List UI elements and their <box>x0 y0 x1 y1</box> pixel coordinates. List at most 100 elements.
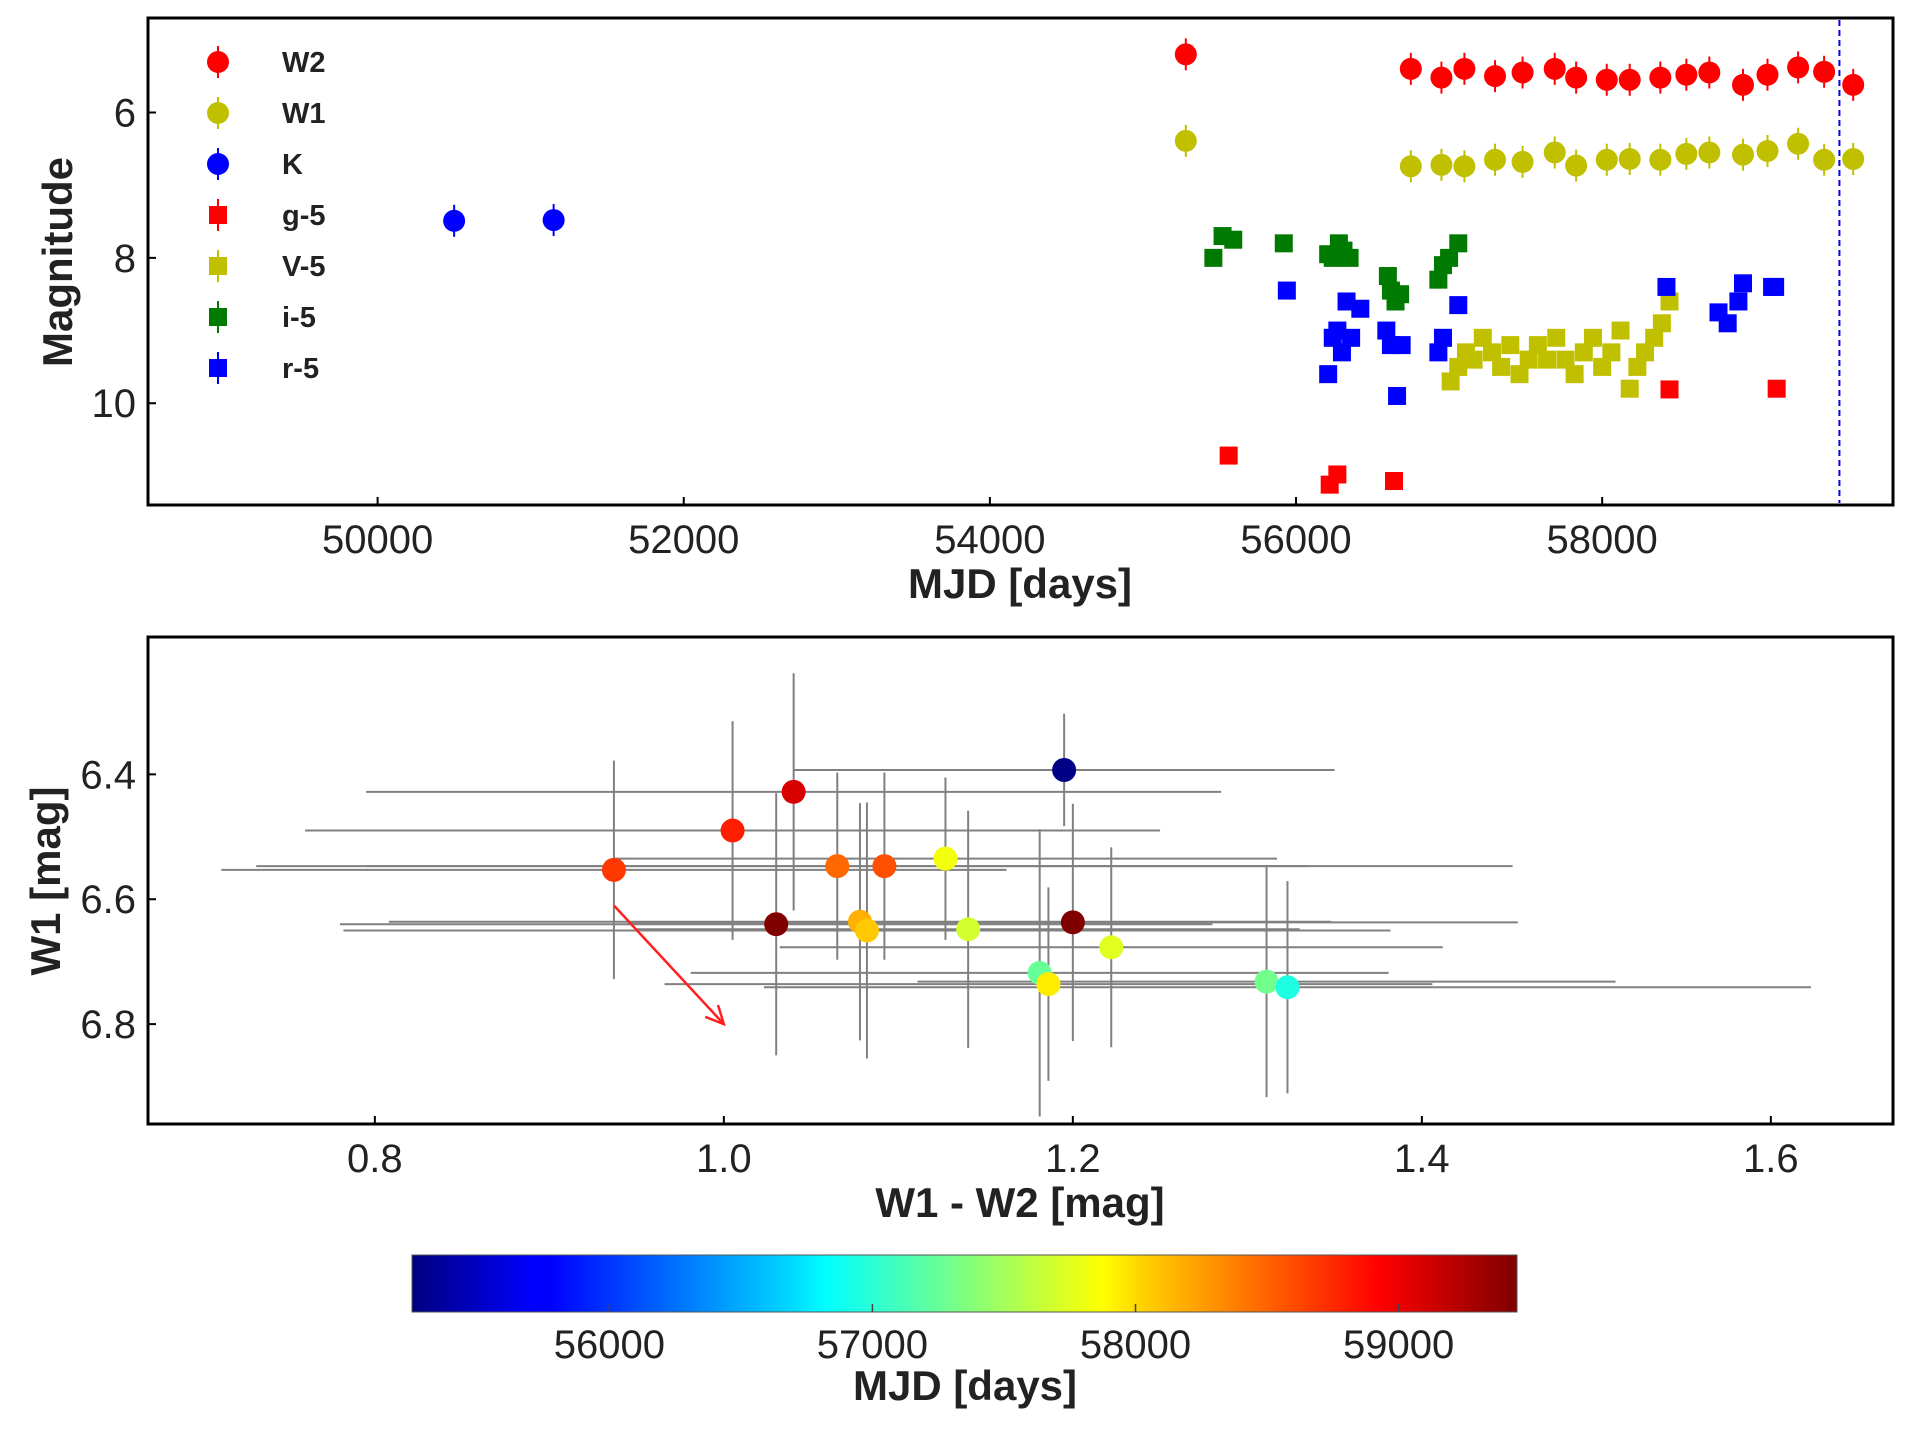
series-W2 <box>1174 38 1865 101</box>
top-x-tick-label: 52000 <box>628 518 739 562</box>
data-point <box>1842 148 1865 171</box>
data-point <box>1565 154 1588 177</box>
data-point <box>1433 328 1452 347</box>
data-point <box>1511 150 1534 173</box>
data-point <box>1698 61 1721 84</box>
bottom-y-tick-label: 6.4 <box>80 753 136 797</box>
legend-marker <box>209 257 227 275</box>
data-point <box>1556 350 1575 369</box>
bottom-x-tick-label: 0.8 <box>347 1137 403 1181</box>
data-point <box>1441 372 1460 391</box>
data-point <box>1510 365 1529 384</box>
data-point <box>1528 336 1547 355</box>
bottom-x-tick-label: 1.2 <box>1045 1137 1101 1181</box>
data-point <box>1430 153 1453 176</box>
top-x-axis-label: MJD [days] <box>908 560 1132 607</box>
data-point <box>1399 155 1422 178</box>
bottom-x-ticks: 0.8 1.0 1.2 1.4 1.6 <box>347 1116 1799 1181</box>
data-point <box>1660 292 1679 311</box>
data-point <box>1501 336 1520 355</box>
data-point <box>1565 66 1588 89</box>
legend-label: r-5 <box>282 353 319 385</box>
data-point <box>1174 129 1197 152</box>
bottom-plot-frame <box>146 635 1895 1126</box>
data-point <box>1275 975 1300 1000</box>
data-point <box>1440 248 1459 267</box>
data-point <box>1574 343 1593 362</box>
bottom-points <box>601 757 1300 1000</box>
data-point <box>1430 66 1453 89</box>
data-point <box>1328 321 1347 340</box>
colorbar-tick-label: 57000 <box>817 1323 928 1367</box>
legend-label: g-5 <box>282 200 326 232</box>
top-y-tick-label: 6 <box>114 91 136 135</box>
data-point <box>1328 465 1347 484</box>
top-y-tick-label: 8 <box>114 237 136 281</box>
series-g-5 <box>1219 379 1786 494</box>
data-point <box>1731 73 1754 96</box>
data-point <box>1391 285 1410 304</box>
data-point <box>872 854 897 879</box>
light-curve-panel: 50000 52000 54000 56000 58000 6 8 10 W2 W1 Kg-5 V… <box>34 16 1895 607</box>
data-point <box>1787 56 1810 79</box>
data-point <box>1583 328 1602 347</box>
data-point <box>1620 379 1639 398</box>
colorbar: 56000 57000 58000 59000 MJD [days] <box>411 1254 1518 1409</box>
bottom-x-tick-label: 1.6 <box>1743 1137 1799 1181</box>
bottom-x-tick-label: 1.0 <box>696 1137 752 1181</box>
data-point <box>1319 365 1338 384</box>
data-point <box>1099 935 1124 960</box>
data-point <box>1618 148 1641 171</box>
top-x-tick-label: 58000 <box>1547 518 1658 562</box>
data-point <box>1429 343 1448 362</box>
data-point <box>1766 277 1785 296</box>
data-point <box>1377 321 1396 340</box>
arrow-shaft <box>612 904 725 1025</box>
data-point <box>601 857 626 882</box>
data-point <box>1453 155 1476 178</box>
data-point <box>764 912 789 937</box>
data-point <box>1204 248 1223 267</box>
data-point <box>1842 73 1865 96</box>
data-point <box>1473 328 1492 347</box>
top-x-tick-label: 56000 <box>1240 518 1351 562</box>
data-point <box>1593 357 1612 376</box>
data-point <box>1484 148 1507 171</box>
data-point <box>1731 143 1754 166</box>
data-point <box>1378 267 1397 286</box>
data-point <box>1224 230 1243 249</box>
legend-marker <box>209 359 227 377</box>
data-point <box>1388 386 1407 405</box>
colorbar-ticks: 56000 57000 58000 59000 <box>554 1304 1454 1367</box>
data-point <box>1274 234 1293 253</box>
data-point <box>1611 321 1630 340</box>
data-point <box>1449 234 1468 253</box>
data-point <box>781 779 806 804</box>
data-point <box>1543 141 1566 164</box>
series-K <box>443 204 565 237</box>
data-point <box>854 918 879 943</box>
data-point <box>1351 299 1370 318</box>
data-point <box>1756 140 1779 163</box>
data-point <box>1756 63 1779 86</box>
data-point <box>1511 61 1534 84</box>
data-point <box>1399 57 1422 80</box>
bottom-y-tick-label: 6.8 <box>80 1003 136 1047</box>
data-point <box>1649 66 1672 89</box>
data-point <box>1392 336 1411 355</box>
colorbar-label: MJD [days] <box>853 1362 1077 1409</box>
data-point <box>1813 148 1836 171</box>
data-point <box>1519 350 1538 369</box>
colorbar-tick-label: 56000 <box>554 1323 665 1367</box>
data-point <box>1453 57 1476 80</box>
top-plot-frame <box>146 16 1895 507</box>
data-point <box>1060 910 1085 935</box>
series-r-5 <box>1277 274 1785 405</box>
legend-marker <box>207 102 229 124</box>
legend-marker <box>207 51 229 73</box>
data-point <box>1649 148 1672 171</box>
data-point <box>1384 472 1403 491</box>
top-y-axis-label: Magnitude <box>34 157 81 367</box>
top-series <box>443 38 1865 494</box>
